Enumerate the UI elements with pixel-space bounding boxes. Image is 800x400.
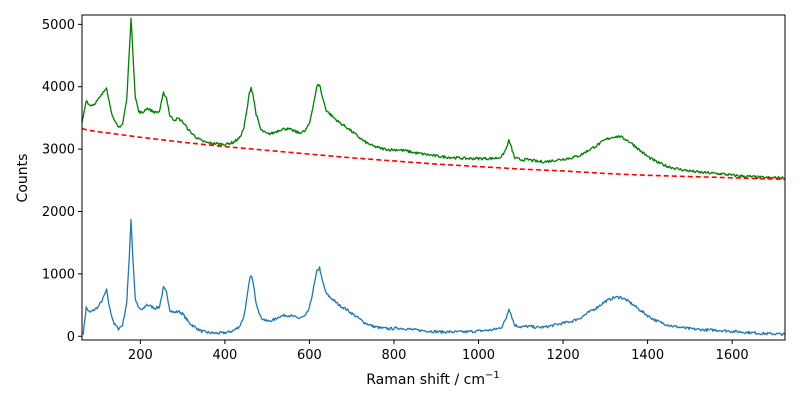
x-axis-ticks: 200 400 600 800 1000 1200 1400 1600 <box>128 340 749 363</box>
x-tick-label: 200 <box>128 348 153 363</box>
y-tick-label: 2000 <box>42 205 75 220</box>
x-tick-label: 1400 <box>631 348 664 363</box>
series-green-line <box>81 17 786 180</box>
x-axis-label-superscript: −1 <box>485 370 500 381</box>
x-tick-label: 1600 <box>716 348 749 363</box>
y-tick-label: 3000 <box>42 143 75 158</box>
y-tick-label: 1000 <box>42 267 75 282</box>
y-tick-label: 4000 <box>42 80 75 95</box>
series-layer <box>81 17 786 337</box>
x-tick-label: 1000 <box>462 348 495 363</box>
x-tick-label: 600 <box>297 348 322 363</box>
series-baseline-line <box>81 127 785 180</box>
y-axis-label: Counts <box>15 154 31 203</box>
series-blue-line <box>82 218 786 337</box>
y-axis-ticks: 0 1000 2000 3000 4000 5000 <box>42 18 82 345</box>
x-tick-label: 400 <box>212 348 237 363</box>
x-axis-label-text: Raman shift / cm <box>366 372 485 388</box>
y-tick-label: 5000 <box>42 18 75 33</box>
x-tick-label: 800 <box>382 348 407 363</box>
x-tick-label: 1200 <box>547 348 580 363</box>
plot-frame <box>81 14 786 341</box>
y-tick-label: 0 <box>67 330 75 345</box>
x-axis-label: Raman shift / cm−1 <box>366 370 499 388</box>
